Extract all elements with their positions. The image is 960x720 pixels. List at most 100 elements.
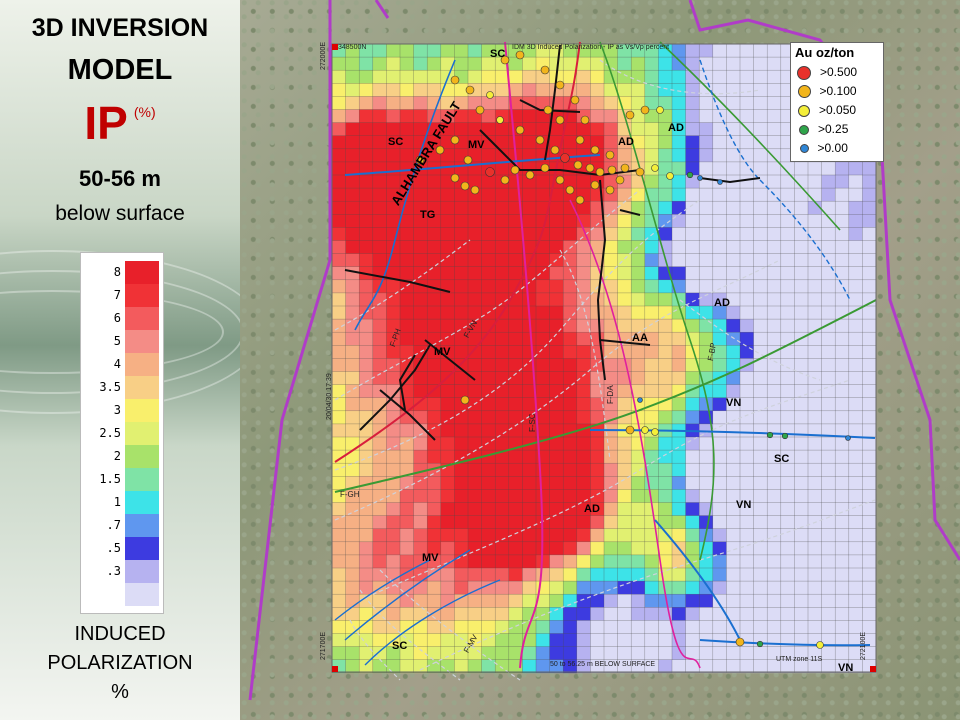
title-line-1: 3D INVERSION: [31, 14, 209, 42]
ip-grid-cell: [699, 122, 714, 136]
ip-grid-cell: [468, 135, 482, 150]
ip-grid-cell: [522, 227, 537, 241]
ip-grid-cell: [672, 175, 686, 189]
ip-grid-cell: [712, 214, 727, 228]
ip-grid-cell: [848, 633, 863, 647]
ip-grid-cell: [536, 175, 550, 189]
ip-grid-cell: [658, 83, 673, 97]
ip-grid-cell: [753, 345, 768, 359]
ip-grid-cell: [536, 253, 550, 267]
ip-grid-cell: [672, 227, 686, 241]
ip-grid-cell: [862, 502, 877, 516]
ip-grid-cell: [699, 135, 714, 150]
ip-grid-cell: [699, 384, 714, 398]
ip-grid-cell: [427, 568, 442, 582]
ip-grid-cell: [359, 646, 374, 660]
au-sample-point: [560, 153, 570, 163]
color-scale-label: 1: [113, 495, 121, 509]
ip-grid-cell: [808, 292, 822, 307]
ip-grid-cell: [576, 568, 591, 582]
ip-grid-cell: [658, 332, 673, 346]
ip-grid-cell: [617, 463, 632, 477]
ip-grid-cell: [604, 279, 618, 294]
ip-grid-cell: [712, 253, 727, 267]
ip-grid-cell: [753, 358, 768, 372]
ip-grid-cell: [576, 319, 591, 333]
ip-grid-cell: [862, 410, 877, 425]
ip-grid-cell: [386, 423, 401, 438]
ip-grid-cell: [808, 607, 822, 621]
ip-grid-cell: [386, 646, 401, 660]
ip-grid-cell: [604, 253, 618, 267]
ip-grid-cell: [726, 659, 741, 674]
ip-grid-cell: [712, 44, 727, 58]
ip-grid-cell: [726, 371, 741, 385]
ip-grid-cell: [522, 450, 537, 464]
ip-grid-cell: [862, 554, 877, 569]
ip-grid-cell: [808, 240, 822, 254]
ip-grid-cell: [685, 175, 700, 189]
ip-grid-cell: [468, 70, 482, 84]
ip-grid-cell: [495, 659, 510, 674]
ip-grid-cell: [563, 175, 578, 189]
ip-grid-cell: [808, 214, 822, 228]
ip-grid-cell: [454, 541, 469, 556]
ip-grid-cell: [372, 135, 387, 150]
ip-grid-cell: [794, 607, 809, 621]
ip-grid-cell: [780, 306, 795, 320]
ip-grid-cell: [372, 515, 387, 529]
ip-grid-cell: [386, 175, 401, 189]
ip-grid-cell: [332, 568, 346, 582]
ip-grid-cell: [821, 541, 836, 556]
ip-grid-cell: [726, 554, 741, 569]
ip-grid-cell: [508, 175, 523, 189]
ip-grid-cell: [712, 620, 727, 634]
ip-grid-cell: [835, 568, 850, 582]
ip-grid-cell: [563, 410, 578, 425]
ip-grid-cell: [740, 292, 754, 307]
ip-grid-cell: [685, 437, 700, 451]
ip-grid-cell: [794, 476, 809, 490]
ip-grid-cell: [359, 44, 374, 58]
ip-grid-cell: [712, 345, 727, 359]
ip-grid-cell: [386, 463, 401, 477]
ip-grid-cell: [495, 135, 510, 150]
ip-grid-cell: [400, 332, 414, 346]
ip-grid-cell: [345, 266, 360, 281]
ip-grid-cell: [332, 384, 346, 398]
fault-blue: [344, 549, 471, 641]
color-scale-swatch: [125, 422, 159, 445]
ip-grid-cell: [604, 515, 618, 529]
ip-grid-cell: [413, 620, 428, 634]
ip-grid-cell: [780, 594, 795, 608]
au-legend-item: >0.500: [797, 63, 857, 81]
ip-title: IP: [84, 97, 128, 149]
au-sample-point: [415, 155, 425, 165]
ip-grid-cell: [400, 541, 414, 556]
ip-grid-cell: [590, 450, 605, 464]
ip-grid-cell: [685, 489, 700, 503]
ip-grid-cell: [862, 306, 877, 320]
ip-grid-cell: [427, 214, 442, 228]
ip-grid-cell: [672, 476, 686, 490]
ip-grid-cell: [617, 57, 632, 71]
ip-grid-cell: [617, 659, 632, 674]
ip-grid-cell: [672, 201, 686, 215]
ip-grid-cell: [332, 437, 346, 451]
ip-grid-cell: [481, 175, 496, 189]
ip-grid-cell: [644, 96, 659, 110]
ip-grid-cell: [345, 502, 360, 516]
ip-grid-cell: [672, 266, 686, 281]
ip-grid-cell: [808, 201, 822, 215]
ip-grid-cell: [400, 437, 414, 451]
ip-grid-cell: [468, 306, 482, 320]
ip-grid-cell: [848, 161, 863, 176]
ip-grid-cell: [658, 319, 673, 333]
ip-grid-cell: [400, 450, 414, 464]
ip-grid-cell: [345, 384, 360, 398]
ip-grid-cell: [712, 515, 727, 529]
ip-grid-cell: [821, 397, 836, 412]
ip-grid-cell: [712, 227, 727, 241]
ip-grid-cell: [617, 620, 632, 634]
ip-grid-cell: [712, 279, 727, 294]
